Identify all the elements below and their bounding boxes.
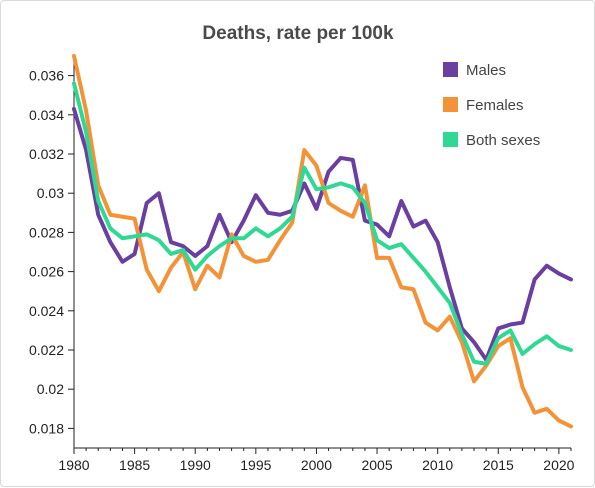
y-tick-label: 0.032 [29,146,64,162]
y-tick-label: 0.028 [29,224,64,240]
y-tick-label: 0.022 [29,342,64,358]
x-tick-label: 2005 [361,457,392,473]
legend-swatch [443,132,458,147]
series-lines [72,54,573,429]
series-line-both-sexes [72,81,573,366]
y-tick-label: 0.036 [29,68,64,84]
legend: Males Females Both sexes [431,51,549,159]
chart-title: Deaths, rate per 100k [202,23,394,44]
y-tick-label: 0.018 [29,420,64,436]
x-tick-label: 2000 [301,457,332,473]
legend-swatch [443,62,458,77]
y-tick-label: 0.024 [29,303,64,319]
legend-label: Females [466,97,524,114]
legend-label: Both sexes [466,132,540,149]
x-tick-label: 2020 [543,457,574,473]
x-tick-label: 2010 [422,457,453,473]
y-tick-label: 0.026 [29,264,64,280]
legend-swatch [443,97,458,112]
x-tick-label: 1990 [180,457,211,473]
x-tick-label: 1985 [119,457,150,473]
y-tick-label: 0.03 [37,185,64,201]
legend-label: Males [466,62,506,79]
y-tick-label: 0.02 [37,381,64,397]
x-tick-label: 2015 [483,457,514,473]
axes: 0.018 0.02 0.022 0.024 0.026 0.028 0.03 0.032 0.… [29,56,575,473]
y-tick-label: 0.034 [29,107,64,123]
x-tick-label: 1995 [240,457,271,473]
x-tick-label: 1980 [58,457,89,473]
